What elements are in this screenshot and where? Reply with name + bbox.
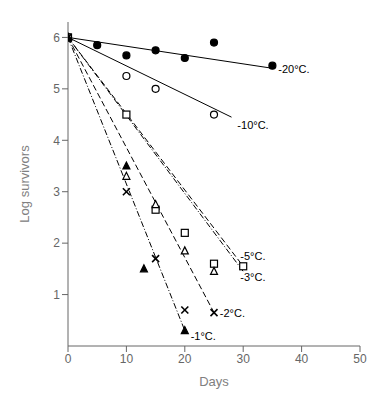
svg-text:-5°C.: -5°C. <box>240 250 265 262</box>
svg-text:50: 50 <box>353 352 367 366</box>
svg-text:-1°C.: -1°C. <box>191 330 216 342</box>
svg-text:20: 20 <box>178 352 192 366</box>
svg-text:2: 2 <box>53 236 60 250</box>
svg-text:-20°C.: -20°C. <box>278 63 309 75</box>
svg-text:10: 10 <box>120 352 134 366</box>
svg-text:Log survivors: Log survivors <box>17 145 32 223</box>
svg-text:6: 6 <box>53 31 60 45</box>
svg-text:1: 1 <box>53 288 60 302</box>
svg-text:30: 30 <box>237 352 251 366</box>
svg-text:0: 0 <box>65 352 72 366</box>
svg-text:3: 3 <box>53 185 60 199</box>
svg-text:-2°C.: -2°C. <box>220 307 245 319</box>
svg-text:40: 40 <box>295 352 309 366</box>
svg-text:4: 4 <box>53 134 60 148</box>
svg-text:-3°C.: -3°C. <box>240 271 265 283</box>
svg-text:-10°C.: -10°C. <box>237 119 268 131</box>
svg-text:5: 5 <box>53 82 60 96</box>
svg-text:Days: Days <box>199 374 229 389</box>
